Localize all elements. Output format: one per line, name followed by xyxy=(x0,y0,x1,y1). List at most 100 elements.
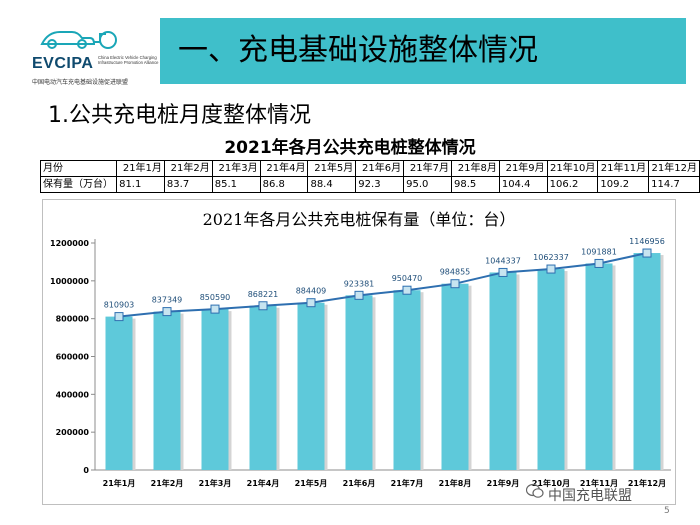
bar xyxy=(153,311,181,470)
month-cell: 21年7月 xyxy=(403,160,452,177)
month-cell: 21年2月 xyxy=(163,160,213,177)
line-marker xyxy=(306,298,316,308)
month-cell: 21年3月 xyxy=(211,160,261,177)
bar xyxy=(633,253,661,470)
line-marker xyxy=(258,301,268,311)
month-cell: 21年1月 xyxy=(116,160,165,177)
month-cell: 21年11月 xyxy=(597,160,650,177)
value-cell: 106.2 xyxy=(546,176,599,193)
data-label: 810903 xyxy=(104,301,135,310)
data-label: 884409 xyxy=(296,287,327,296)
data-label: 868221 xyxy=(248,290,279,299)
table-row-values: 保有量（万台） 81.1 83.7 85.1 86.8 88.4 92.3 95… xyxy=(39,176,700,193)
line-marker xyxy=(402,285,412,295)
title-bar: 一、充电基础设施整体情况 xyxy=(160,18,686,84)
month-cell: 21年6月 xyxy=(355,160,405,177)
bar xyxy=(441,283,469,470)
y-tick-label: 400000 xyxy=(56,390,90,399)
value-cell: 92.3 xyxy=(355,176,405,193)
x-tick-label: 21年8月 xyxy=(439,478,472,488)
section-title: 1.公共充电桩月度整体情况 xyxy=(48,103,311,128)
data-label: 1062337 xyxy=(533,253,569,262)
y-tick-label: 800000 xyxy=(56,315,90,324)
row-label-count: 保有量（万台） xyxy=(39,176,118,193)
x-tick-label: 21年6月 xyxy=(343,478,376,488)
month-cell: 21年4月 xyxy=(259,160,309,177)
x-tick-label: 21年12月 xyxy=(628,478,666,488)
bar xyxy=(585,263,613,470)
month-cell: 21年10月 xyxy=(546,160,599,177)
bar xyxy=(345,295,373,470)
value-cell: 95.0 xyxy=(403,176,452,193)
line-marker xyxy=(498,267,508,277)
x-tick-label: 21年7月 xyxy=(391,478,424,488)
line-marker xyxy=(450,279,460,289)
data-label: 1146956 xyxy=(629,237,665,246)
value-cell: 88.4 xyxy=(307,176,357,193)
charging-car-icon xyxy=(40,31,117,49)
y-tick-label: 0 xyxy=(83,466,89,475)
logo-name: EVCIPA xyxy=(32,55,94,72)
value-cell: 83.7 xyxy=(163,176,213,193)
x-tick-label: 21年9月 xyxy=(487,478,520,488)
line-marker xyxy=(210,304,220,314)
x-tick-label: 21年2月 xyxy=(151,478,184,488)
data-label: 923381 xyxy=(344,279,375,288)
table-title: 2021年各月公共充电桩整体情况 xyxy=(224,138,476,158)
logo-english-name: China Electric Vehicle Charging Infrastr… xyxy=(98,55,159,65)
line-marker xyxy=(114,312,124,322)
value-cell: 114.7 xyxy=(648,176,700,193)
month-cell: 21年9月 xyxy=(498,160,548,177)
bar xyxy=(537,269,565,470)
data-label: 837349 xyxy=(152,296,183,305)
series-line xyxy=(118,252,648,318)
line-marker xyxy=(642,248,652,258)
table-row-months: 月份 21年1月 21年2月 21年3月 21年4月 21年5月 21年6月 2… xyxy=(39,160,700,177)
line-marker xyxy=(594,258,604,268)
bar xyxy=(489,272,517,470)
line-marker xyxy=(162,307,172,317)
x-tick-label: 21年10月 xyxy=(532,478,570,488)
bar xyxy=(393,290,421,470)
wechat-icon xyxy=(526,483,544,498)
value-cell: 81.1 xyxy=(116,176,165,193)
row-label-month: 月份 xyxy=(39,160,118,177)
data-label: 850590 xyxy=(200,293,231,302)
line-marker xyxy=(354,290,364,300)
data-label: 1044337 xyxy=(485,256,521,265)
month-cell: 21年5月 xyxy=(307,160,357,177)
month-cell: 21年8月 xyxy=(450,160,500,177)
value-cell: 109.2 xyxy=(597,176,650,193)
line-marker xyxy=(546,264,556,274)
data-label: 950470 xyxy=(392,274,423,283)
y-tick-label: 600000 xyxy=(56,353,90,362)
x-tick-label: 21年11月 xyxy=(580,478,618,488)
y-tick-label: 1000000 xyxy=(50,277,89,286)
x-tick-label: 21年5月 xyxy=(295,478,328,488)
logo-chinese-name: 中国电动汽车充电基础设施促进联盟 xyxy=(32,79,129,86)
bar xyxy=(297,302,325,470)
x-tick-label: 21年1月 xyxy=(103,478,136,488)
month-cell: 21年12月 xyxy=(648,160,700,177)
value-cell: 86.8 xyxy=(259,176,309,193)
bar-chart: 0 200000 400000 600000 800000 1000000 1200000 2… xyxy=(50,237,671,488)
bar xyxy=(201,309,229,470)
data-label: 984855 xyxy=(440,268,471,277)
page-number: 5 xyxy=(664,506,670,516)
chart-frame: 2021年各月公共充电桩保有量（单位：台） 0 200000 400000 60000… xyxy=(42,199,676,505)
y-tick-label: 1200000 xyxy=(50,239,89,248)
x-tick-label: 21年4月 xyxy=(247,478,280,488)
value-cell: 104.4 xyxy=(498,176,548,193)
monthly-table: 月份 21年1月 21年2月 21年3月 21年4月 21年5月 21年6月 2… xyxy=(39,160,700,193)
chart-title: 2021年各月公共充电桩保有量（单位：台） xyxy=(202,210,516,229)
value-cell: 85.1 xyxy=(211,176,261,193)
watermark-text: 中国充电联盟 xyxy=(548,488,632,504)
bar xyxy=(105,316,133,470)
bar xyxy=(249,305,277,470)
evcipa-logo: EVCIPA China Electric Vehicle Charging I… xyxy=(30,22,159,92)
y-tick-label: 200000 xyxy=(56,428,90,437)
value-cell: 98.5 xyxy=(450,176,500,193)
page-title: 一、充电基础设施整体情况 xyxy=(178,33,538,68)
x-tick-label: 21年3月 xyxy=(199,478,232,488)
data-label: 1091881 xyxy=(581,247,617,256)
